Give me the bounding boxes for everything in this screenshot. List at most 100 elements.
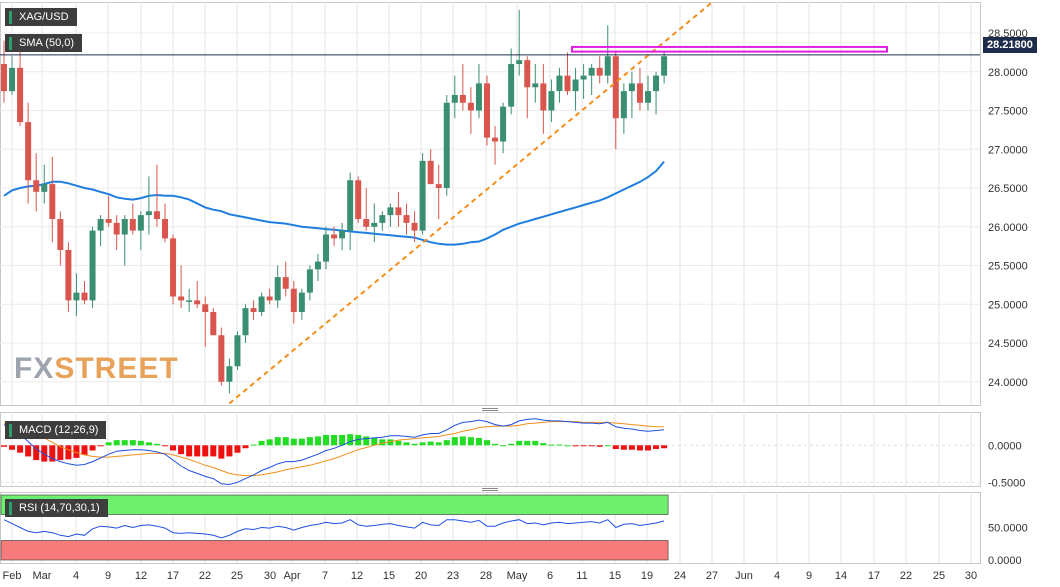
x-tick-label: 7 [322, 570, 328, 582]
rsi-indicator-label: RSI (14,70,30,1) [5, 499, 108, 517]
macd-histogram-bar [395, 440, 402, 446]
candle [459, 95, 466, 103]
macd-histogram-bar [33, 445, 40, 461]
candle [556, 75, 563, 92]
candle [57, 219, 64, 250]
current-price-tag: 28.21800 [983, 37, 1037, 53]
candle [113, 222, 120, 235]
macd-histogram-bar [419, 442, 426, 446]
candle [226, 366, 233, 382]
candle [258, 296, 265, 312]
candle [25, 122, 32, 181]
x-tick-label: 30 [965, 570, 977, 582]
candle [516, 60, 523, 64]
macd-histogram-bar [162, 445, 168, 447]
macd-histogram-bar [1, 445, 7, 447]
macd-histogram-bar [290, 438, 297, 446]
candle [596, 67, 603, 76]
candle [363, 219, 370, 227]
macd-histogram-bar [347, 434, 354, 446]
x-tick-label: 12 [135, 570, 147, 582]
macd-histogram-bar [653, 445, 660, 449]
macd-histogram-bar [73, 445, 80, 458]
candle [290, 288, 297, 312]
macd-histogram-bar [580, 445, 587, 447]
macd-histogram-bar [379, 439, 386, 446]
macd-histogram-bar [564, 445, 571, 447]
macd-histogram-bar [81, 445, 88, 455]
x-tick-label: 15 [383, 570, 395, 582]
macd-histogram-bar [17, 445, 24, 453]
candle [387, 207, 394, 216]
candle [9, 67, 16, 92]
ascending-trendline [228, 1, 714, 405]
macd-histogram-bar [636, 445, 643, 451]
x-tick-label: 28 [480, 570, 492, 582]
macd-histogram-bar [49, 445, 56, 462]
x-tick-label: 15 [609, 570, 621, 582]
candle [379, 215, 386, 223]
macd-histogram-bar [97, 445, 104, 447]
macd-histogram-bar [516, 440, 523, 446]
macd-histogram-bar [129, 440, 136, 446]
macd-histogram-bar [556, 444, 563, 446]
macd-histogram-bar [306, 437, 313, 446]
sma-indicator-label: SMA (50,0) [5, 34, 83, 52]
candle [451, 95, 458, 103]
macd-histogram-bar [588, 445, 595, 447]
candle [524, 60, 531, 88]
candle [508, 64, 515, 107]
candle [89, 230, 96, 301]
macd-y-tick-label: -0.5000 [988, 477, 1025, 489]
y-tick-label: 25.5000 [988, 261, 1028, 273]
macd-histogram-bar [202, 445, 209, 457]
macd-histogram-bar [387, 439, 394, 446]
macd-histogram-bar [41, 445, 48, 462]
macd-histogram-bar [242, 445, 249, 449]
x-tick-label: 25 [933, 570, 945, 582]
x-tick-label: 22 [900, 570, 912, 582]
y-tick-label: 25.0000 [988, 299, 1028, 311]
candle [484, 83, 490, 138]
candle [339, 230, 346, 239]
macd-histogram-bar [178, 445, 185, 455]
x-tick-label: 11 [576, 570, 587, 582]
macd-histogram-bar [266, 439, 273, 446]
macd-histogram-bar [314, 436, 321, 446]
candle [33, 180, 40, 192]
macd-histogram-bar [427, 441, 434, 446]
candle [620, 91, 627, 119]
y-tick-label: 24.0000 [988, 377, 1028, 389]
candle [572, 79, 579, 92]
candle [645, 91, 651, 103]
rsi-line [3, 519, 665, 539]
candle [81, 292, 88, 301]
candle [331, 234, 338, 239]
candle [250, 308, 257, 312]
candle [306, 269, 313, 293]
macd-histogram-bar [620, 445, 627, 450]
rsi-overbought-zone [0, 494, 669, 515]
candle [202, 304, 209, 312]
candle [218, 335, 225, 382]
macd-histogram-bar [331, 434, 338, 446]
x-tick-label: May [507, 570, 528, 582]
candle [653, 75, 660, 92]
candle [588, 67, 595, 76]
macd-histogram-bar [435, 442, 442, 446]
instrument-label: XAG/USD [5, 8, 77, 26]
x-tick-label: 14 [835, 570, 847, 582]
rsi-y-tick-label: 50.0000 [988, 523, 1028, 535]
y-tick-label: 24.5000 [988, 338, 1028, 350]
candle [73, 292, 80, 301]
candle [548, 91, 555, 111]
macd-histogram-bar [500, 445, 507, 447]
macd-histogram-bar [628, 445, 635, 450]
candle [403, 215, 410, 223]
candle [194, 300, 201, 305]
x-tick-label: Jun [735, 570, 753, 582]
y-tick-label: 26.0000 [988, 222, 1028, 234]
candle [41, 184, 48, 192]
candle [145, 211, 152, 216]
x-tick-label: Mar [33, 570, 52, 582]
